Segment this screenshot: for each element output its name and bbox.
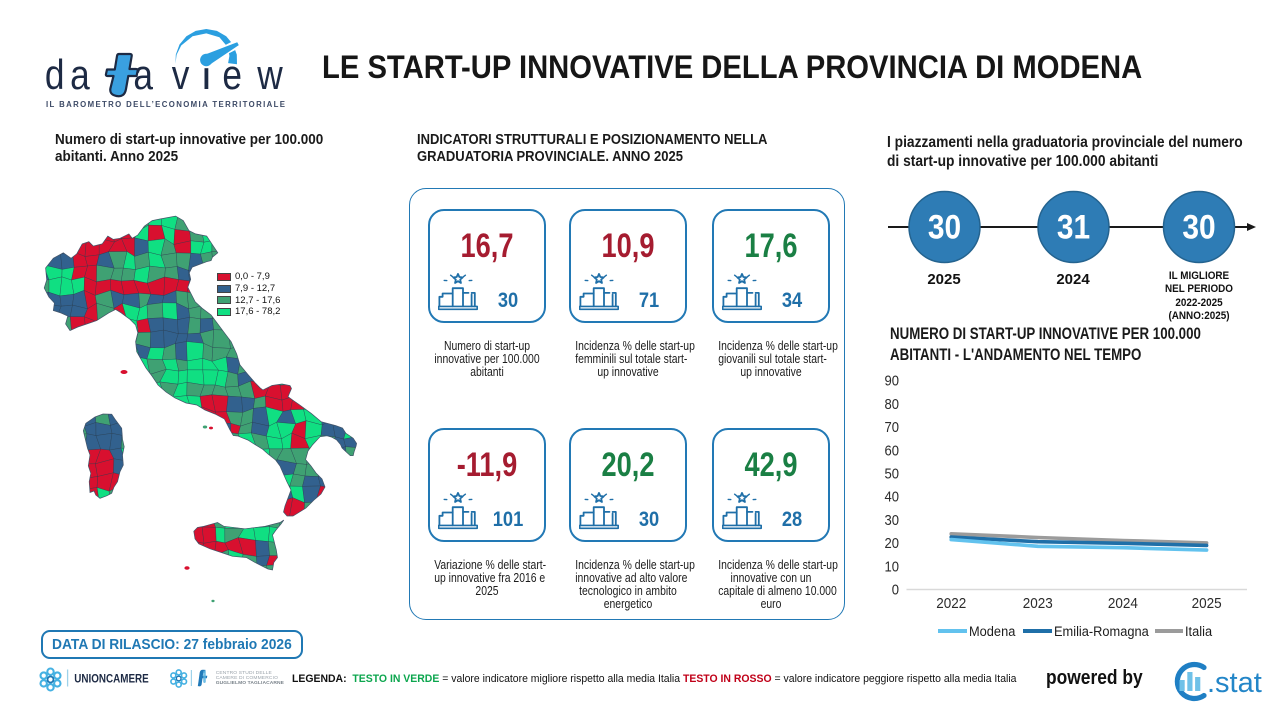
svg-text:30: 30 [884,512,899,528]
svg-text:90: 90 [884,373,899,389]
svg-text:Italia: Italia [1185,624,1213,640]
svg-text:80: 80 [884,396,899,412]
svg-text:a: a [133,52,153,99]
svg-text:2023: 2023 [1023,595,1053,612]
svg-text:50: 50 [884,466,899,482]
svg-text:60: 60 [884,443,899,459]
svg-text:CENTRO STUDI DELLE: CENTRO STUDI DELLE [216,670,273,676]
svg-text:0: 0 [892,582,900,598]
svg-text:a: a [70,52,90,99]
svg-text:31: 31 [1057,208,1090,246]
svg-text:40: 40 [884,489,899,505]
svg-text:GUGLIELMO TAGLIACARNE: GUGLIELMO TAGLIACARNE [216,680,285,686]
svg-text:e: e [222,52,242,99]
svg-text:.stat: .stat [1207,667,1262,699]
svg-text:v: v [172,52,190,99]
svg-text:d: d [45,52,65,99]
svg-text:2025: 2025 [1192,595,1222,612]
svg-text:10: 10 [884,559,899,575]
svg-text:IL BAROMETRO DELL’ECONOMIA TER: IL BAROMETRO DELL’ECONOMIA TERRITORIALE [46,100,286,109]
svg-text:2022: 2022 [936,595,966,612]
svg-text:Modena: Modena [969,624,1016,640]
svg-text:30: 30 [1182,208,1215,246]
svg-text:30: 30 [928,208,961,246]
svg-text:CAMERE DI COMMERCIO: CAMERE DI COMMERCIO [216,675,278,681]
svg-text:2024: 2024 [1108,595,1138,612]
svg-text:w: w [256,52,283,99]
svg-text:Emilia-Romagna: Emilia-Romagna [1054,624,1149,640]
svg-text:20: 20 [884,535,899,551]
svg-text:UNIONCAMERE: UNIONCAMERE [74,673,148,686]
svg-text:70: 70 [884,419,899,435]
